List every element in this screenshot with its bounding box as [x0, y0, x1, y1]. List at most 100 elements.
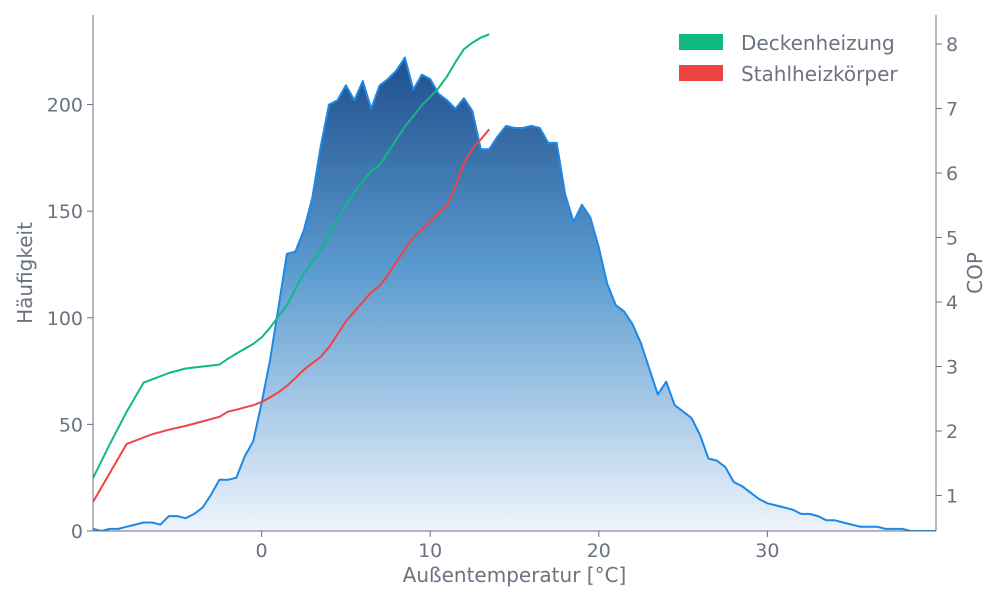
histogram-point — [859, 525, 861, 528]
y2-tick-label: 3 — [946, 357, 958, 379]
histogram-point — [657, 393, 659, 396]
y-axis-title: Häufigkeit — [13, 222, 37, 324]
histogram-point — [243, 455, 246, 458]
histogram-point — [867, 525, 870, 528]
histogram-point — [471, 110, 474, 112]
series-line-stahlheizkoerper — [93, 128, 490, 503]
y-tick-label: 200 — [47, 95, 83, 117]
histogram-point — [176, 515, 179, 517]
histogram-area — [93, 57, 936, 531]
histogram-point — [210, 494, 212, 496]
x-tick-label: 0 — [256, 540, 268, 562]
histogram-point — [572, 221, 575, 223]
histogram-point — [808, 513, 811, 515]
histogram-point — [749, 491, 752, 494]
histogram-point — [825, 519, 828, 522]
histogram-point — [184, 517, 187, 519]
axes: 0 10 20 30 0 50 100 150 200 1 2 3 4 5 6 7 8 Außentemperat… — [13, 15, 987, 587]
histogram-point — [319, 146, 322, 148]
histogram-point — [640, 342, 642, 345]
histogram-point — [311, 197, 314, 200]
histogram-point — [598, 246, 600, 249]
histogram-point — [488, 148, 491, 151]
y2-axis-title: COP — [963, 252, 987, 294]
histogram-point — [732, 481, 735, 483]
plot-area — [93, 33, 936, 531]
histogram-point — [817, 515, 819, 517]
histogram-point — [530, 125, 533, 127]
histogram-point — [791, 508, 794, 511]
y2-tick-label: 5 — [946, 228, 958, 250]
x-tick-label: 30 — [755, 540, 779, 562]
histogram-point — [707, 457, 710, 460]
histogram-point — [125, 525, 128, 528]
histogram-point — [555, 142, 558, 144]
histogram-point — [775, 504, 777, 507]
histogram-point — [496, 135, 499, 138]
histogram-point — [446, 99, 448, 102]
histogram-point — [901, 528, 904, 530]
histogram-point — [421, 73, 423, 76]
histogram-point — [277, 306, 280, 308]
histogram-point — [429, 78, 432, 80]
histogram-point — [564, 193, 566, 195]
histogram-point — [117, 528, 120, 530]
histogram-point — [631, 323, 634, 326]
histogram-point — [724, 466, 727, 468]
histogram-point — [480, 148, 482, 151]
y-tick-label: 100 — [47, 308, 83, 330]
histogram-point — [581, 204, 583, 206]
histogram-point — [303, 229, 305, 232]
histogram-point — [286, 253, 288, 255]
legend-label-deckenheizung: Deckenheizung — [741, 31, 895, 55]
y-tick-label: 150 — [47, 201, 83, 223]
histogram-point — [252, 440, 254, 443]
histogram-point — [648, 368, 651, 370]
histogram-point — [201, 506, 204, 509]
histogram-point — [513, 127, 516, 129]
x-axis-title: Außentemperatur [°C] — [403, 563, 627, 587]
histogram-point — [142, 521, 145, 524]
histogram-point — [395, 69, 398, 72]
x-tick-label: 10 — [418, 540, 442, 562]
histogram-point — [159, 523, 162, 526]
histogram-point — [783, 506, 786, 509]
histogram-point — [328, 103, 330, 106]
y2-tick-label: 4 — [946, 292, 958, 314]
histogram-point — [151, 521, 153, 524]
histogram-point — [378, 84, 381, 87]
histogram-point — [766, 502, 769, 505]
histogram-point — [716, 459, 718, 462]
histogram-point — [850, 523, 853, 526]
legend-swatch-deckenheizung — [679, 34, 723, 50]
histogram-point — [842, 521, 845, 524]
histogram-point — [589, 216, 592, 219]
histogram-point — [665, 380, 667, 383]
histogram-point — [834, 519, 836, 522]
histogram-point — [682, 410, 684, 413]
histogram-point — [362, 80, 364, 82]
y-tick-label: 0 — [71, 521, 83, 543]
histogram-point — [463, 97, 465, 99]
y-tick-label: 50 — [59, 414, 83, 436]
histogram-point — [370, 108, 373, 110]
histogram-point — [193, 513, 195, 515]
histogram-point — [269, 359, 271, 362]
histogram-point — [606, 282, 608, 285]
histogram-point — [884, 528, 887, 530]
histogram-point — [412, 88, 415, 91]
x-tick-label: 20 — [587, 540, 611, 562]
histogram-point — [522, 127, 524, 129]
histogram-point — [614, 304, 617, 306]
y2-tick-label: 6 — [946, 163, 958, 185]
legend-label-stahlheizkoerper: Stahlheizkörper — [741, 62, 898, 86]
histogram-point — [690, 417, 693, 419]
histogram-point — [404, 56, 406, 59]
series-line-deckenheizung — [93, 33, 490, 479]
y2-tick-label: 1 — [946, 486, 958, 508]
histogram-point — [758, 498, 760, 500]
histogram-point — [235, 476, 238, 479]
histogram-point — [454, 108, 457, 110]
histogram-point — [336, 99, 339, 102]
